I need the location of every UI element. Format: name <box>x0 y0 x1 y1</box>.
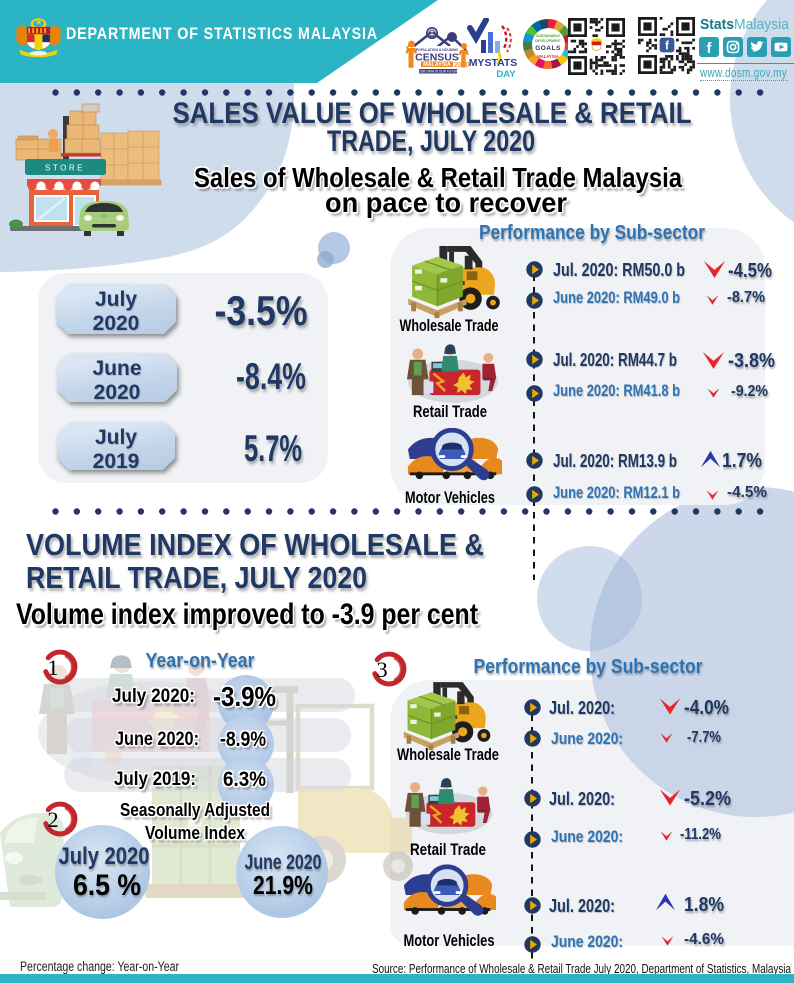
svg-text:CENSUS: CENSUS <box>415 52 459 64</box>
svg-text:STORE: STORE <box>45 164 85 173</box>
svg-text:POPULATION & HOUSING: POPULATION & HOUSING <box>416 48 458 52</box>
svg-text:2020: 2020 <box>454 62 470 69</box>
svg-text:f: f <box>665 39 669 52</box>
svg-text:MYSTATS: MYSTATS <box>469 57 518 69</box>
svg-text:3: 3 <box>376 657 387 682</box>
svg-text:DAY: DAY <box>496 69 516 80</box>
svg-text:2: 2 <box>47 807 58 832</box>
svg-text:f: f <box>707 40 713 57</box>
svg-text:1: 1 <box>47 655 58 680</box>
svg-text:* YOUR DATA IS OUR FUTURE *: * YOUR DATA IS OUR FUTURE * <box>414 70 463 74</box>
svg-text:MALAYSIA: MALAYSIA <box>423 62 451 68</box>
